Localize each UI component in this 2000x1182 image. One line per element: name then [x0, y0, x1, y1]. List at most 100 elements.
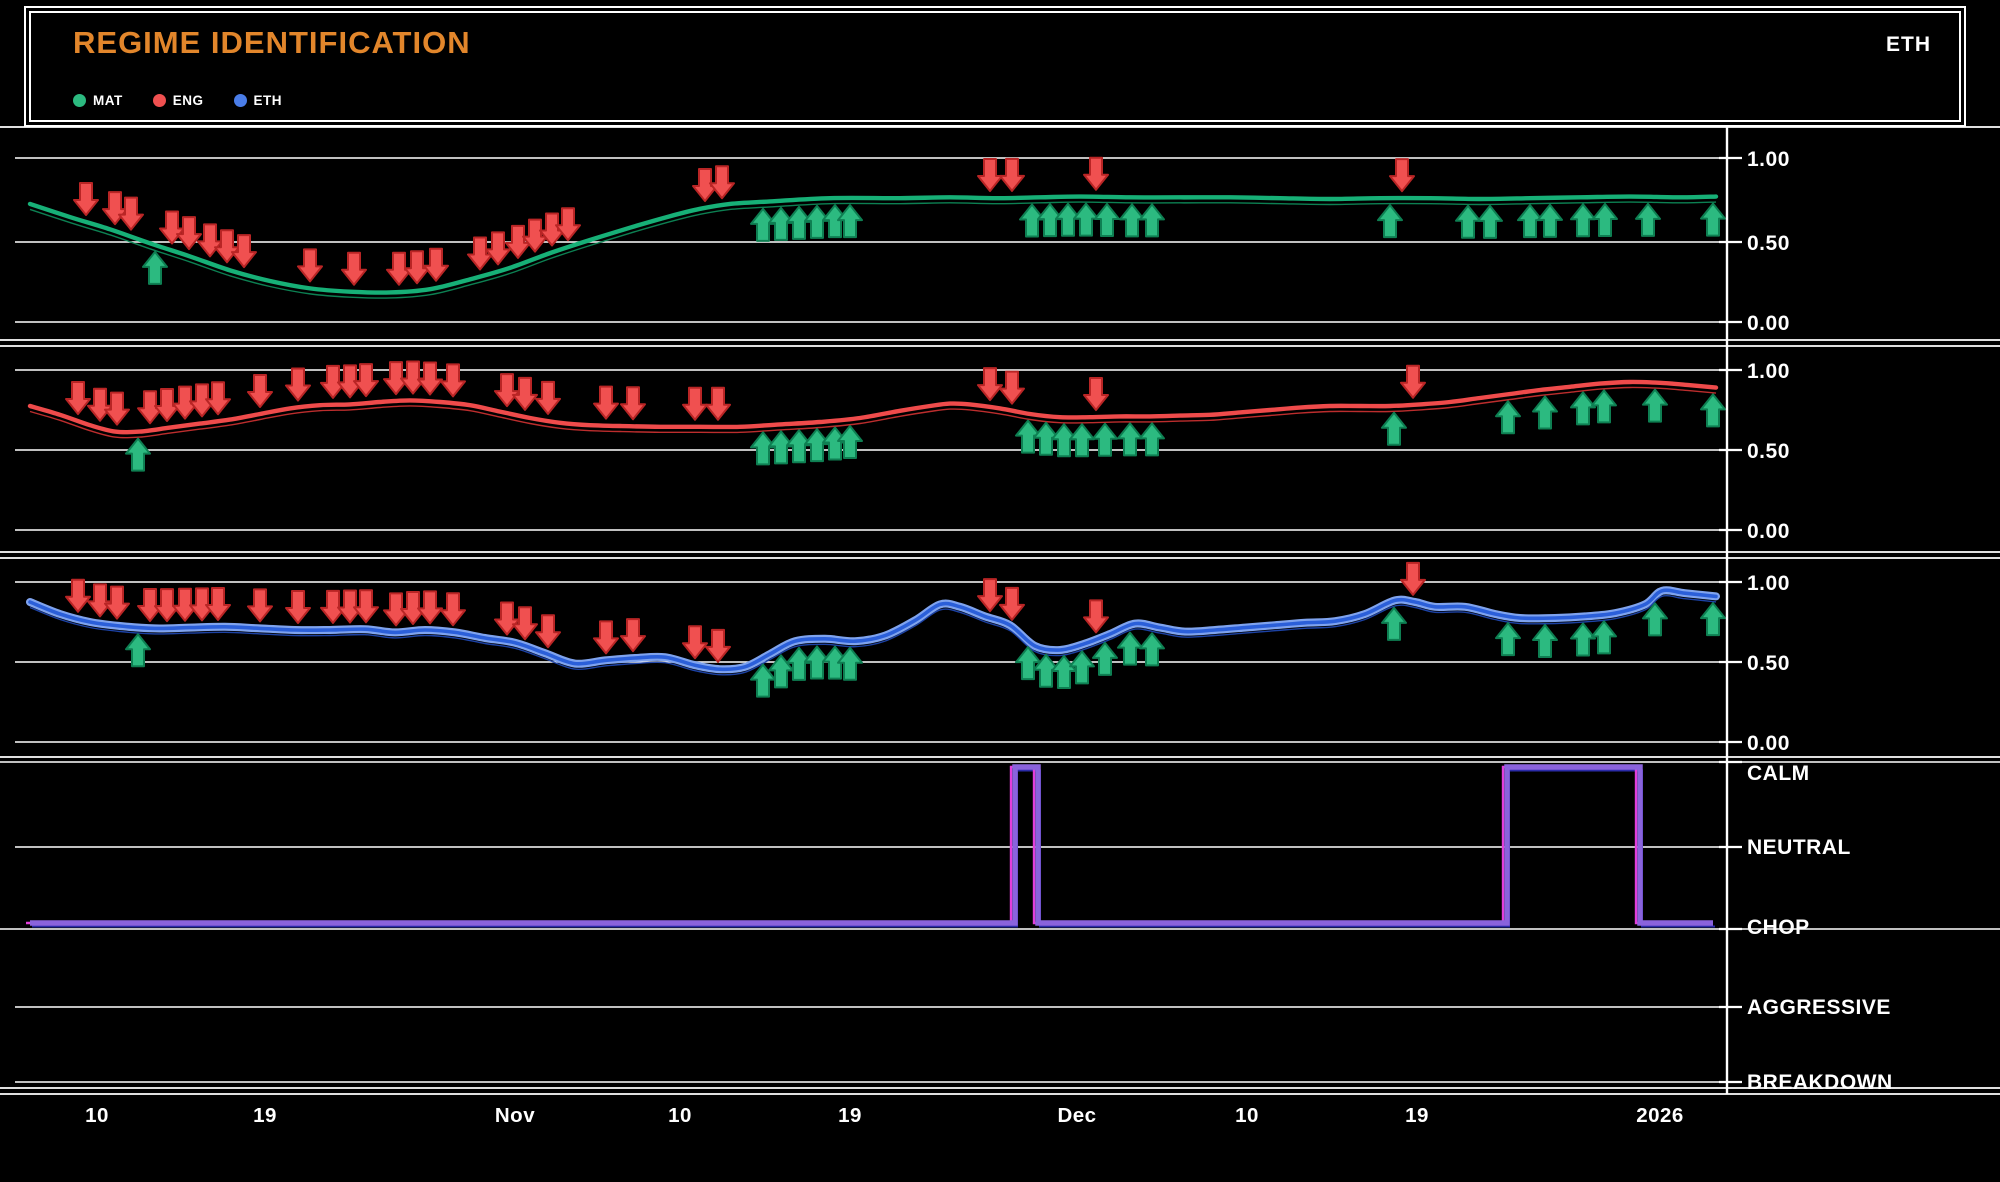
- y-axis-label: 0.00: [1747, 312, 1790, 335]
- buy-arrow-icon: [142, 250, 168, 285]
- x-axis-label: 19: [1405, 1104, 1429, 1127]
- sell-arrow-icon: [118, 196, 144, 231]
- legend-dot-icon: [233, 94, 247, 107]
- sell-arrow-icon: [247, 588, 273, 623]
- legend-item-mat[interactable]: MAT: [73, 93, 123, 108]
- buy-arrow-icon: [750, 207, 776, 242]
- sell-arrow-icon: [977, 158, 1003, 193]
- sell-arrow-icon: [535, 614, 561, 649]
- sell-arrow-icon: [977, 367, 1003, 402]
- buy-arrow-icon: [786, 646, 812, 681]
- buy-arrow-icon: [1700, 202, 1726, 237]
- sell-arrow-icon: [353, 363, 379, 398]
- sell-arrow-icon: [65, 578, 91, 613]
- x-axis-label: 10: [1235, 1104, 1259, 1127]
- eth-line-shadow: [29, 595, 1717, 676]
- sell-arrow-icon: [205, 381, 231, 416]
- regime-level-label: CHOP: [1747, 916, 1810, 939]
- sell-arrow-icon: [440, 592, 466, 627]
- sell-arrow-icon: [682, 625, 708, 660]
- page-title: REGIME IDENTIFICATION: [73, 25, 471, 60]
- buy-arrow-icon: [1455, 204, 1481, 239]
- mat-line-shadow: [29, 201, 1717, 299]
- x-axis-label: 2026: [1636, 1104, 1684, 1127]
- buy-arrow-icon: [1094, 202, 1120, 237]
- symbol-badge: ETH: [1886, 33, 1931, 56]
- buy-arrow-icon: [1517, 204, 1543, 239]
- sell-arrow-icon: [400, 360, 426, 395]
- sell-arrow-icon: [555, 207, 581, 242]
- sell-arrow-icon: [137, 588, 163, 623]
- buy-arrow-icon: [1139, 632, 1165, 667]
- sell-arrow-icon: [247, 374, 273, 408]
- buy-arrow-icon: [1069, 650, 1095, 685]
- sell-arrow-icon: [205, 586, 231, 621]
- buy-arrow-icon: [1532, 395, 1558, 430]
- buy-arrow-icon: [1037, 203, 1063, 238]
- sell-arrow-icon: [999, 157, 1025, 192]
- sell-arrow-icon: [512, 606, 538, 641]
- legend-item-eng[interactable]: ENG: [152, 93, 204, 108]
- sell-arrow-icon: [440, 363, 466, 398]
- sell-arrow-icon: [1400, 364, 1426, 399]
- buy-arrow-icon: [1570, 622, 1596, 657]
- buy-arrow-icon: [786, 429, 812, 464]
- legend-item-eth[interactable]: ETH: [233, 93, 283, 108]
- buy-arrow-icon: [1570, 203, 1596, 238]
- legend-dot-icon: [152, 94, 166, 107]
- x-axis-label: 19: [838, 1104, 862, 1127]
- buy-arrow-icon: [1117, 631, 1143, 666]
- sell-arrow-icon: [285, 590, 311, 624]
- x-axis-label: Dec: [1057, 1104, 1096, 1127]
- buy-arrow-icon: [750, 431, 776, 466]
- y-axis-label: 0.50: [1747, 232, 1790, 255]
- buy-arrow-icon: [1139, 203, 1165, 238]
- eng-line-shadow: [29, 386, 1717, 439]
- y-axis-label: 1.00: [1747, 572, 1790, 595]
- y-axis-label: 0.50: [1747, 440, 1790, 463]
- buy-arrow-icon: [1055, 202, 1081, 237]
- x-axis-label: 10: [668, 1104, 692, 1127]
- regime-line: [30, 764, 1713, 926]
- buy-arrow-icon: [786, 205, 812, 240]
- buy-arrow-icon: [125, 437, 151, 472]
- sell-arrow-icon: [73, 181, 99, 216]
- buy-arrow-icon: [1642, 602, 1668, 637]
- legend: MAT ENG ETH: [73, 93, 312, 108]
- eth-line: [28, 588, 1718, 672]
- sell-arrow-icon: [620, 386, 646, 421]
- buy-arrow-icon: [1377, 204, 1403, 239]
- buy-arrow-icon: [1591, 620, 1617, 655]
- buy-arrow-icon: [804, 204, 830, 239]
- sell-arrow-icon: [485, 231, 511, 266]
- buy-arrow-icon: [1700, 393, 1726, 428]
- buy-arrow-icon: [1591, 389, 1617, 424]
- sell-arrow-icon: [999, 586, 1025, 621]
- buy-arrow-icon: [1495, 400, 1521, 435]
- y-axis-label: 1.00: [1747, 148, 1790, 171]
- x-axis-label: Nov: [495, 1104, 535, 1127]
- sell-arrow-icon: [535, 380, 561, 415]
- sell-arrow-icon: [297, 248, 323, 283]
- legend-label: ENG: [172, 93, 204, 108]
- sell-arrow-icon: [682, 386, 708, 421]
- legend-label: ETH: [253, 93, 283, 108]
- x-axis-label: 10: [85, 1104, 109, 1127]
- sell-arrow-icon: [417, 590, 443, 625]
- buy-arrow-icon: [1700, 602, 1726, 637]
- sell-arrow-icon: [1083, 156, 1109, 191]
- sell-arrow-icon: [999, 370, 1025, 405]
- y-axis-label: 0.50: [1747, 652, 1790, 675]
- sell-arrow-icon: [353, 589, 379, 624]
- buy-arrow-icon: [1495, 622, 1521, 657]
- buy-arrow-icon: [1642, 388, 1668, 423]
- sell-arrow-icon: [709, 165, 735, 200]
- buy-arrow-icon: [1537, 203, 1563, 238]
- buy-arrow-icon: [1019, 203, 1045, 238]
- buy-arrow-icon: [768, 206, 794, 241]
- buy-arrow-icon: [1139, 422, 1165, 457]
- y-axis-label: 0.00: [1747, 520, 1790, 543]
- x-axis-label: 19: [253, 1104, 277, 1127]
